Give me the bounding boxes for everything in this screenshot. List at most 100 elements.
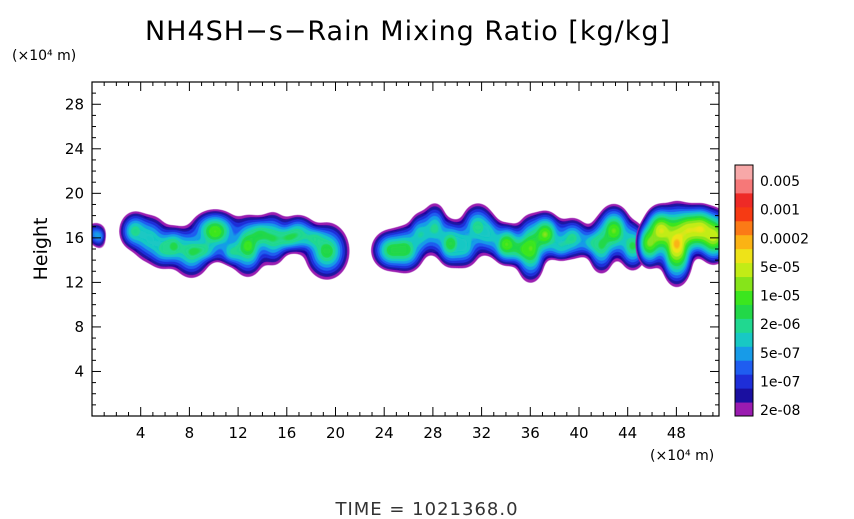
x-tick-label: 16 [277,424,296,442]
contour-cell [542,231,548,238]
contour-cell [504,241,509,248]
colorbar: 0.005 0.001 0.0002 5e-05 1e-05 2e-06 5e-07 1e-0… [734,164,809,419]
contour-cell [322,245,332,257]
colorbar-label: 0.001 [760,203,800,219]
contour-cell [517,245,527,254]
contour-cell [482,224,494,244]
colorbar-swatch [735,220,753,236]
contour-cell [471,218,485,237]
y-axis: 4 8 12 16 20 24 28 [65,92,719,406]
contour-cell [100,240,105,244]
y-tick-label: 24 [65,140,84,158]
field-region [119,209,350,280]
time-footer: TIME = 1021368.0 [334,499,518,519]
contour-cell [447,239,454,249]
colorbar-swatch [735,192,753,208]
contour-cell [229,248,235,255]
contour-cell [142,229,158,248]
colorbar-swatch [735,402,753,417]
contour-cell [629,239,636,252]
x-axis: 4 8 12 16 20 24 28 32 36 40 44 48 [103,82,714,442]
contour-cell [93,238,98,242]
contour-cell [293,229,303,239]
contour-cell [101,230,106,235]
y-tick-label: 28 [65,95,84,113]
x-tick-label: 12 [229,424,248,442]
x-tick-label: 28 [423,424,442,442]
contour-cell [308,234,321,243]
chart-title: NH4SH−s−Rain Mixing Ratio [kg/kg] [145,16,671,47]
contour-band [93,238,105,244]
colorbar-swatch [735,165,753,180]
contour-cell [400,243,410,255]
contour-cell [171,243,177,250]
contour-band [674,227,703,249]
contour-cell [611,228,616,234]
y-tick-label: 12 [65,273,84,291]
contour-band [211,228,250,250]
contour-cell [566,231,579,246]
colorbar-label: 1e-07 [760,374,800,390]
colorbar-frame [734,164,754,417]
contour-band [504,228,616,252]
x-tick-label: 32 [472,424,491,442]
colorbar-swatch [735,374,753,389]
y-unit-label: (×10⁴ m) [12,48,76,64]
field-region [92,219,107,255]
contour-cell [282,234,292,241]
contour-cell [710,231,717,241]
x-unit-label: (×10⁴ m) [650,448,714,464]
contour-cell [686,227,691,233]
colorbar-swatch [735,178,753,194]
contour-cell [131,225,140,237]
colorbar-swatch [735,332,753,347]
y-tick-label: 4 [74,362,84,380]
y-tick-label: 16 [65,229,84,247]
colorbar-swatch [735,346,753,361]
contour-cell [93,229,98,237]
colorbar-swatch [735,304,753,319]
colorbar-label: 2e-06 [760,317,800,333]
colorbar-swatch [735,388,753,403]
contour-cell [198,247,207,253]
contour-cell [528,245,533,252]
contour-cell [211,228,219,235]
mixing-ratio-field [92,199,719,289]
colorbar-swatch [735,318,753,333]
contour-cell [186,245,197,259]
colorbar-label: 5e-05 [760,260,800,276]
x-tick-label: 48 [667,424,686,442]
contour-cell [455,234,472,256]
field-region [635,199,719,289]
y-tick-label: 8 [74,318,84,336]
y-axis-label: Height [30,218,52,281]
x-tick-label: 4 [136,424,146,442]
contour-cell [430,218,440,239]
contour-cell [598,238,605,252]
field-region [371,201,647,284]
colorbar-swatch [735,206,753,222]
colorbar-swatch [735,248,753,264]
x-tick-label: 20 [326,424,345,442]
contour-cell [386,245,397,256]
contour-cell [674,239,679,249]
contour-cell [416,226,425,243]
x-tick-label: 40 [569,424,588,442]
contour-cell [647,238,652,248]
contour-cell [556,240,566,252]
contour-cell [245,242,250,250]
colorbar-swatch [735,360,753,375]
colorbar-swatch [735,262,753,278]
x-tick-label: 44 [618,424,637,442]
contour-cell [255,230,265,239]
y-tick-label: 20 [65,184,84,202]
x-tick-label: 8 [185,424,195,442]
contour-cell [270,233,276,244]
contour-cell [586,237,596,248]
colorbar-label: 5e-07 [760,346,800,362]
colorbar-label: 2e-08 [760,403,800,419]
x-tick-label: 36 [521,424,540,442]
colorbar-label: 1e-05 [760,289,800,305]
colorbar-swatch [735,290,753,305]
